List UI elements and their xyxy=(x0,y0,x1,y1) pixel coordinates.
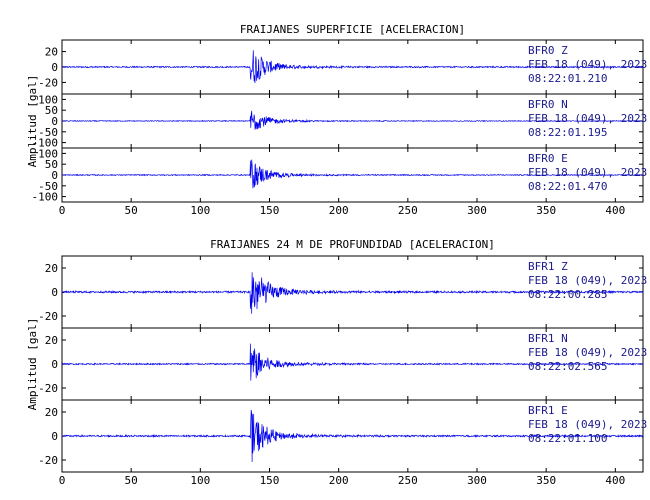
x-tick-label: 0 xyxy=(59,204,66,217)
y-tick-label: -20 xyxy=(38,310,58,323)
y-tick-label: 0 xyxy=(51,61,58,74)
time-label: 08:22:01.100 xyxy=(528,432,607,445)
y-tick-label: -20 xyxy=(38,76,58,89)
x-tick-label: 150 xyxy=(260,474,280,487)
x-tick-label: 50 xyxy=(125,204,138,217)
y-tick-label: 100 xyxy=(38,93,58,106)
x-tick-label: 100 xyxy=(190,204,210,217)
waveform-trace xyxy=(61,409,644,463)
waveform-trace xyxy=(61,50,643,84)
y-tick-label: 0 xyxy=(51,169,58,182)
y-tick-label: 20 xyxy=(45,406,58,419)
y-tick-label: 0 xyxy=(51,430,58,443)
x-tick-label: 350 xyxy=(536,474,556,487)
x-tick-label: 50 xyxy=(125,474,138,487)
waveform-trace xyxy=(61,159,644,189)
y-tick-label: 0 xyxy=(51,286,58,299)
y-tick-label: 0 xyxy=(51,358,58,371)
x-tick-label: 200 xyxy=(329,204,349,217)
y-tick-label: -20 xyxy=(38,382,58,395)
x-tick-label: 250 xyxy=(398,474,418,487)
x-tick-label: 350 xyxy=(536,204,556,217)
station-label: BFR0 N xyxy=(528,98,568,111)
x-tick-label: 0 xyxy=(59,474,66,487)
y-tick-label: -100 xyxy=(32,191,59,204)
station-label: BFR1 E xyxy=(528,404,568,417)
chart-title: FRAIJANES 24 M DE PROFUNDIDAD [ACELERACI… xyxy=(210,238,495,251)
date-label: FEB 18 (049), 2023 xyxy=(528,166,647,179)
date-label: FEB 18 (049), 2023 xyxy=(528,346,647,359)
chart-title: FRAIJANES SUPERFICIE [ACELERACION] xyxy=(240,23,465,36)
y-tick-label: 50 xyxy=(45,104,58,117)
waveform-trace xyxy=(61,272,644,314)
x-tick-label: 150 xyxy=(260,204,280,217)
y-axis-label: Amplitud [gal] xyxy=(26,75,39,168)
date-label: FEB 18 (049), 2023 xyxy=(528,418,647,431)
x-tick-label: 300 xyxy=(467,474,487,487)
date-label: FEB 18 (049), 2023 xyxy=(528,274,647,287)
waveform-trace xyxy=(61,343,644,381)
y-tick-label: 20 xyxy=(45,334,58,347)
station-label: BFR1 Z xyxy=(528,260,568,273)
y-tick-label: -100 xyxy=(32,137,59,150)
date-label: FEB 18 (049), 2023 xyxy=(528,58,647,71)
time-label: 08:22:02.565 xyxy=(528,360,607,373)
time-label: 08:22:01.470 xyxy=(528,180,607,193)
station-label: BFR1 N xyxy=(528,332,568,345)
x-tick-label: 400 xyxy=(605,474,625,487)
y-tick-label: 20 xyxy=(45,46,58,59)
time-label: 08:22:01.210 xyxy=(528,72,607,85)
station-label: BFR0 E xyxy=(528,152,568,165)
x-tick-label: 100 xyxy=(190,474,210,487)
y-tick-label: 50 xyxy=(45,158,58,171)
y-tick-label: 20 xyxy=(45,262,58,275)
x-tick-label: 200 xyxy=(329,474,349,487)
chart-panel-2: FRAIJANES 24 M DE PROFUNDIDAD [ACELERACI… xyxy=(26,238,647,487)
y-tick-label: -20 xyxy=(38,454,58,467)
y-tick-label: 100 xyxy=(38,147,58,160)
station-label: BFR0 Z xyxy=(528,44,568,57)
waveform-trace xyxy=(61,110,644,130)
y-tick-label: 0 xyxy=(51,115,58,128)
x-tick-label: 250 xyxy=(398,204,418,217)
x-tick-label: 400 xyxy=(605,204,625,217)
date-label: FEB 18 (049), 2023 xyxy=(528,112,647,125)
chart-panel-1: FRAIJANES SUPERFICIE [ACELERACION] Amplit… xyxy=(26,23,647,217)
time-label: 08:22:01.195 xyxy=(528,126,607,139)
y-tick-label: -50 xyxy=(38,126,58,139)
x-tick-label: 300 xyxy=(467,204,487,217)
time-label: 08:22:00.285 xyxy=(528,288,607,301)
y-axis-label: Amplitud [gal] xyxy=(26,318,39,411)
y-tick-label: -50 xyxy=(38,180,58,193)
